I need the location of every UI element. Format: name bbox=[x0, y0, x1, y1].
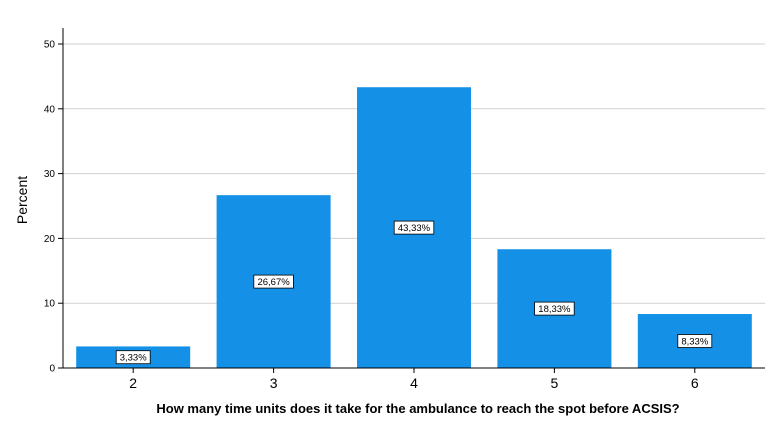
data-label-box bbox=[115, 350, 151, 365]
x-tick-label: 5 bbox=[551, 375, 559, 391]
data-label: 3,33% bbox=[120, 353, 147, 364]
y-tick-label: 10 bbox=[44, 299, 56, 310]
x-tick-label: 3 bbox=[270, 375, 278, 391]
y-tick-label: 50 bbox=[44, 40, 56, 51]
data-label-box bbox=[677, 334, 713, 348]
data-label-box bbox=[534, 301, 575, 316]
data-labels: 3,33% 26,67% 43,33% 18,33% 8,33% bbox=[115, 220, 713, 365]
data-label-box bbox=[253, 274, 294, 289]
data-label: 18,33% bbox=[538, 304, 571, 315]
x-tick-label: 6 bbox=[691, 375, 699, 391]
x-tick-label: 2 bbox=[129, 375, 137, 391]
axes: 0 10 20 30 40 50 2 3 4 5 6 bbox=[44, 28, 765, 391]
data-label-box bbox=[393, 220, 435, 235]
x-tick-label: 4 bbox=[410, 375, 418, 391]
y-tick-label: 0 bbox=[49, 364, 55, 375]
y-tick-label: 40 bbox=[44, 104, 56, 115]
y-tick-label: 20 bbox=[44, 234, 56, 245]
data-label: 8,33% bbox=[681, 337, 708, 348]
y-tick-label: 30 bbox=[44, 169, 56, 180]
y-axis-title: Percent bbox=[14, 176, 30, 224]
data-label: 26,67% bbox=[257, 277, 290, 288]
data-label: 43,33% bbox=[398, 223, 431, 234]
x-axis-title: How many time units does it take for the… bbox=[156, 401, 679, 416]
